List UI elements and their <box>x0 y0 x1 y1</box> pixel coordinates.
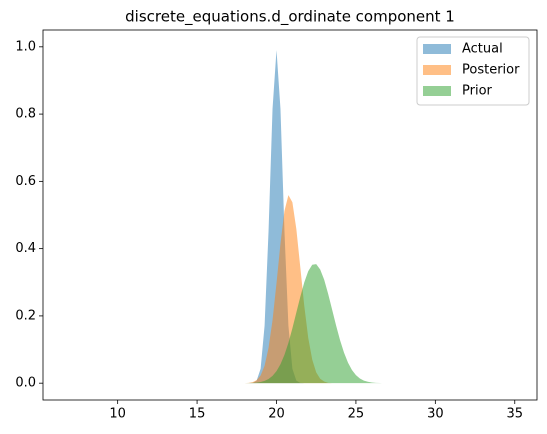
x-tick-label: 15 <box>189 407 206 422</box>
chart-title: discrete_equations.d_ordinate component … <box>125 8 455 27</box>
legend-label: Posterior <box>462 63 520 78</box>
plot-frame <box>42 29 538 401</box>
y-tick-label: 0.0 <box>15 376 36 391</box>
area <box>236 50 388 384</box>
area <box>236 195 388 384</box>
x-tick-label: 30 <box>427 407 444 422</box>
y-tick-label: 0.2 <box>15 308 36 323</box>
legend-swatch <box>423 65 451 75</box>
y-tick-label: 1.0 <box>15 39 36 54</box>
legend-swatch <box>423 44 451 54</box>
y-tick-label: 0.4 <box>15 241 36 256</box>
legend-label: Prior <box>462 84 493 99</box>
x-tick-label: 10 <box>109 407 126 422</box>
x-tick-label: 35 <box>506 407 523 422</box>
legend-swatch <box>423 86 451 96</box>
legend-label: Actual <box>462 42 503 57</box>
x-tick-label: 20 <box>268 407 285 422</box>
x-tick-label: 25 <box>348 407 365 422</box>
y-tick-label: 0.6 <box>15 174 36 189</box>
y-tick-label: 0.8 <box>15 107 36 122</box>
area <box>236 264 388 384</box>
